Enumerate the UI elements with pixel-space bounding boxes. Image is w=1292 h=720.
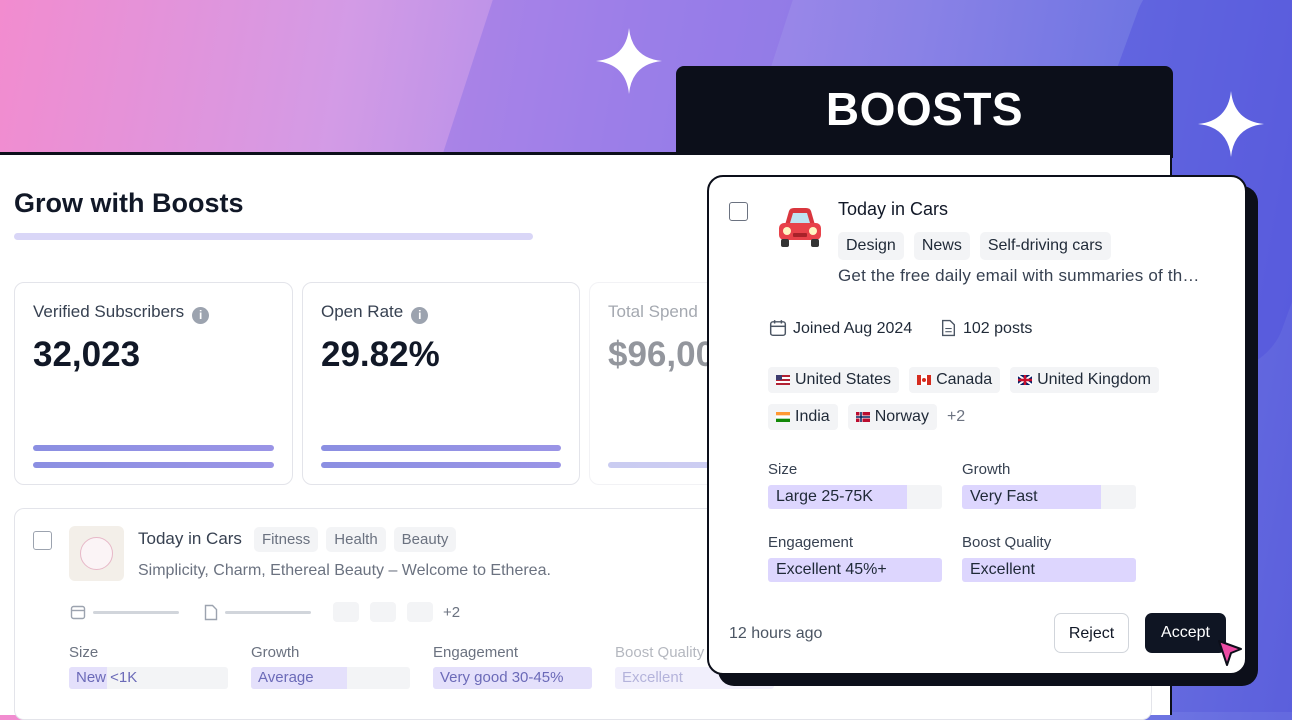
metric-bar: Excellent	[962, 558, 1136, 582]
stat-card: Open Rate i 29.82%	[302, 282, 580, 485]
metric-bar: Average	[251, 667, 410, 689]
metric-value: Very good 30-45%	[433, 667, 592, 689]
flag	[370, 602, 396, 622]
calendar-icon	[769, 320, 787, 337]
country-name: United Kingdom	[1037, 371, 1151, 388]
metric-label: Engagement	[433, 644, 519, 661]
metric-label: Growth	[251, 644, 300, 661]
metric-bar: Very good 30-45%	[433, 667, 592, 689]
row-avatar	[69, 526, 124, 581]
sparkle	[596, 28, 662, 94]
country-chip: Norway	[847, 404, 937, 430]
metric-value: Excellent 45%+	[768, 558, 942, 582]
card-description: Get the free daily email with summaries …	[838, 266, 1200, 285]
card-tag: Design	[838, 232, 904, 260]
flag	[1017, 374, 1033, 386]
cursor	[1218, 640, 1242, 666]
metric-label: Engagement	[768, 534, 854, 551]
page-title: Grow with Boosts	[14, 188, 244, 218]
metric-bar: Excellent 45%+	[768, 558, 942, 582]
card-time: 12 hours ago	[729, 625, 823, 642]
metric-bar: New <1K	[69, 667, 228, 689]
country-name: United States	[795, 371, 892, 388]
stat-label: Open Rate i	[321, 302, 429, 324]
car-icon	[779, 208, 821, 247]
card-name: Today in Cars	[838, 199, 949, 219]
more-countries: +2	[443, 604, 461, 621]
boosts-badge: BOOSTS	[676, 66, 1173, 158]
flag	[917, 375, 932, 385]
sparkle	[1198, 91, 1264, 157]
document-icon	[941, 319, 956, 337]
metric-value: New <1K	[69, 667, 137, 689]
metric-bar: Very Fast	[962, 485, 1136, 509]
stat-value: 29.82%	[321, 335, 440, 374]
country-name: Norway	[874, 408, 929, 425]
country-chip: United Kingdom	[1010, 367, 1159, 393]
metric-value: Excellent	[962, 558, 1136, 582]
stat-label-text: Total Spend	[608, 302, 698, 321]
flag	[776, 375, 790, 385]
row-tag: Beauty	[393, 527, 457, 552]
country-chip: Canada	[909, 367, 1001, 393]
card-tag: News	[913, 232, 970, 260]
metric-label: Size	[768, 461, 798, 478]
flag	[407, 602, 433, 622]
calendar-icon	[70, 605, 86, 620]
metric-value: Large 25-75K	[768, 485, 907, 509]
card-posts: 102 posts	[963, 320, 1033, 337]
info-icon[interactable]: i	[411, 307, 429, 324]
stat-card: Verified Subscribers i 32,023	[14, 282, 293, 485]
country-chip: United States	[768, 367, 900, 393]
metric-value: Very Fast	[962, 485, 1101, 509]
row-description: Simplicity, Charm, Ethereal Beauty – Wel…	[138, 562, 551, 579]
stat-bar	[321, 445, 561, 451]
metric-label: Growth	[962, 461, 1011, 478]
metric-bar: Large 25-75K	[768, 485, 942, 509]
metric-value: Average	[251, 667, 347, 689]
stat-label: Total Spend	[608, 302, 698, 322]
metric-label: Boost Quality	[962, 534, 1052, 551]
card-tags: Design News Self-driving cars	[838, 232, 1121, 260]
country-name: India	[795, 408, 830, 425]
card-joined: Joined Aug 2024	[793, 320, 913, 337]
stat-label-text: Verified Subscribers	[33, 302, 185, 321]
more-countries: +2	[946, 408, 966, 425]
metric-label: Size	[69, 644, 99, 661]
row-tag: Health	[326, 527, 386, 552]
country-row: United States Canada United Kingdom	[768, 367, 1169, 393]
stat-bar	[33, 445, 274, 451]
flag	[776, 412, 790, 422]
placeholder-line	[225, 611, 311, 614]
accept-button[interactable]: Accept	[1145, 613, 1226, 653]
row-name: Today in Cars	[138, 529, 242, 548]
stat-label: Verified Subscribers i	[33, 302, 210, 324]
document-icon	[204, 604, 218, 621]
info-icon[interactable]: i	[192, 307, 210, 324]
stat-bar	[321, 462, 561, 468]
country-name: Canada	[936, 371, 993, 388]
row-checkbox[interactable]	[33, 531, 52, 550]
card-tag: Self-driving cars	[979, 232, 1111, 260]
stat-label-text: Open Rate	[321, 302, 404, 321]
stat-value: $96,00	[608, 335, 716, 374]
row-tag: Fitness	[253, 527, 319, 552]
flag	[333, 602, 359, 622]
country-chip: India	[768, 404, 838, 430]
stat-bar	[33, 462, 274, 468]
placeholder-line	[93, 611, 179, 614]
reject-button[interactable]: Reject	[1054, 613, 1129, 653]
flag	[855, 412, 870, 422]
stat-value: 32,023	[33, 335, 141, 374]
metric-label: Boost Quality	[615, 644, 705, 661]
title-underline	[14, 233, 533, 240]
row-header: Today in Cars Fitness Health Beauty	[138, 527, 464, 552]
boost-card: Today in Cars Design News Self-driving car…	[707, 175, 1247, 675]
card-checkbox[interactable]	[729, 202, 748, 221]
country-row: India Norway +2	[768, 404, 965, 430]
